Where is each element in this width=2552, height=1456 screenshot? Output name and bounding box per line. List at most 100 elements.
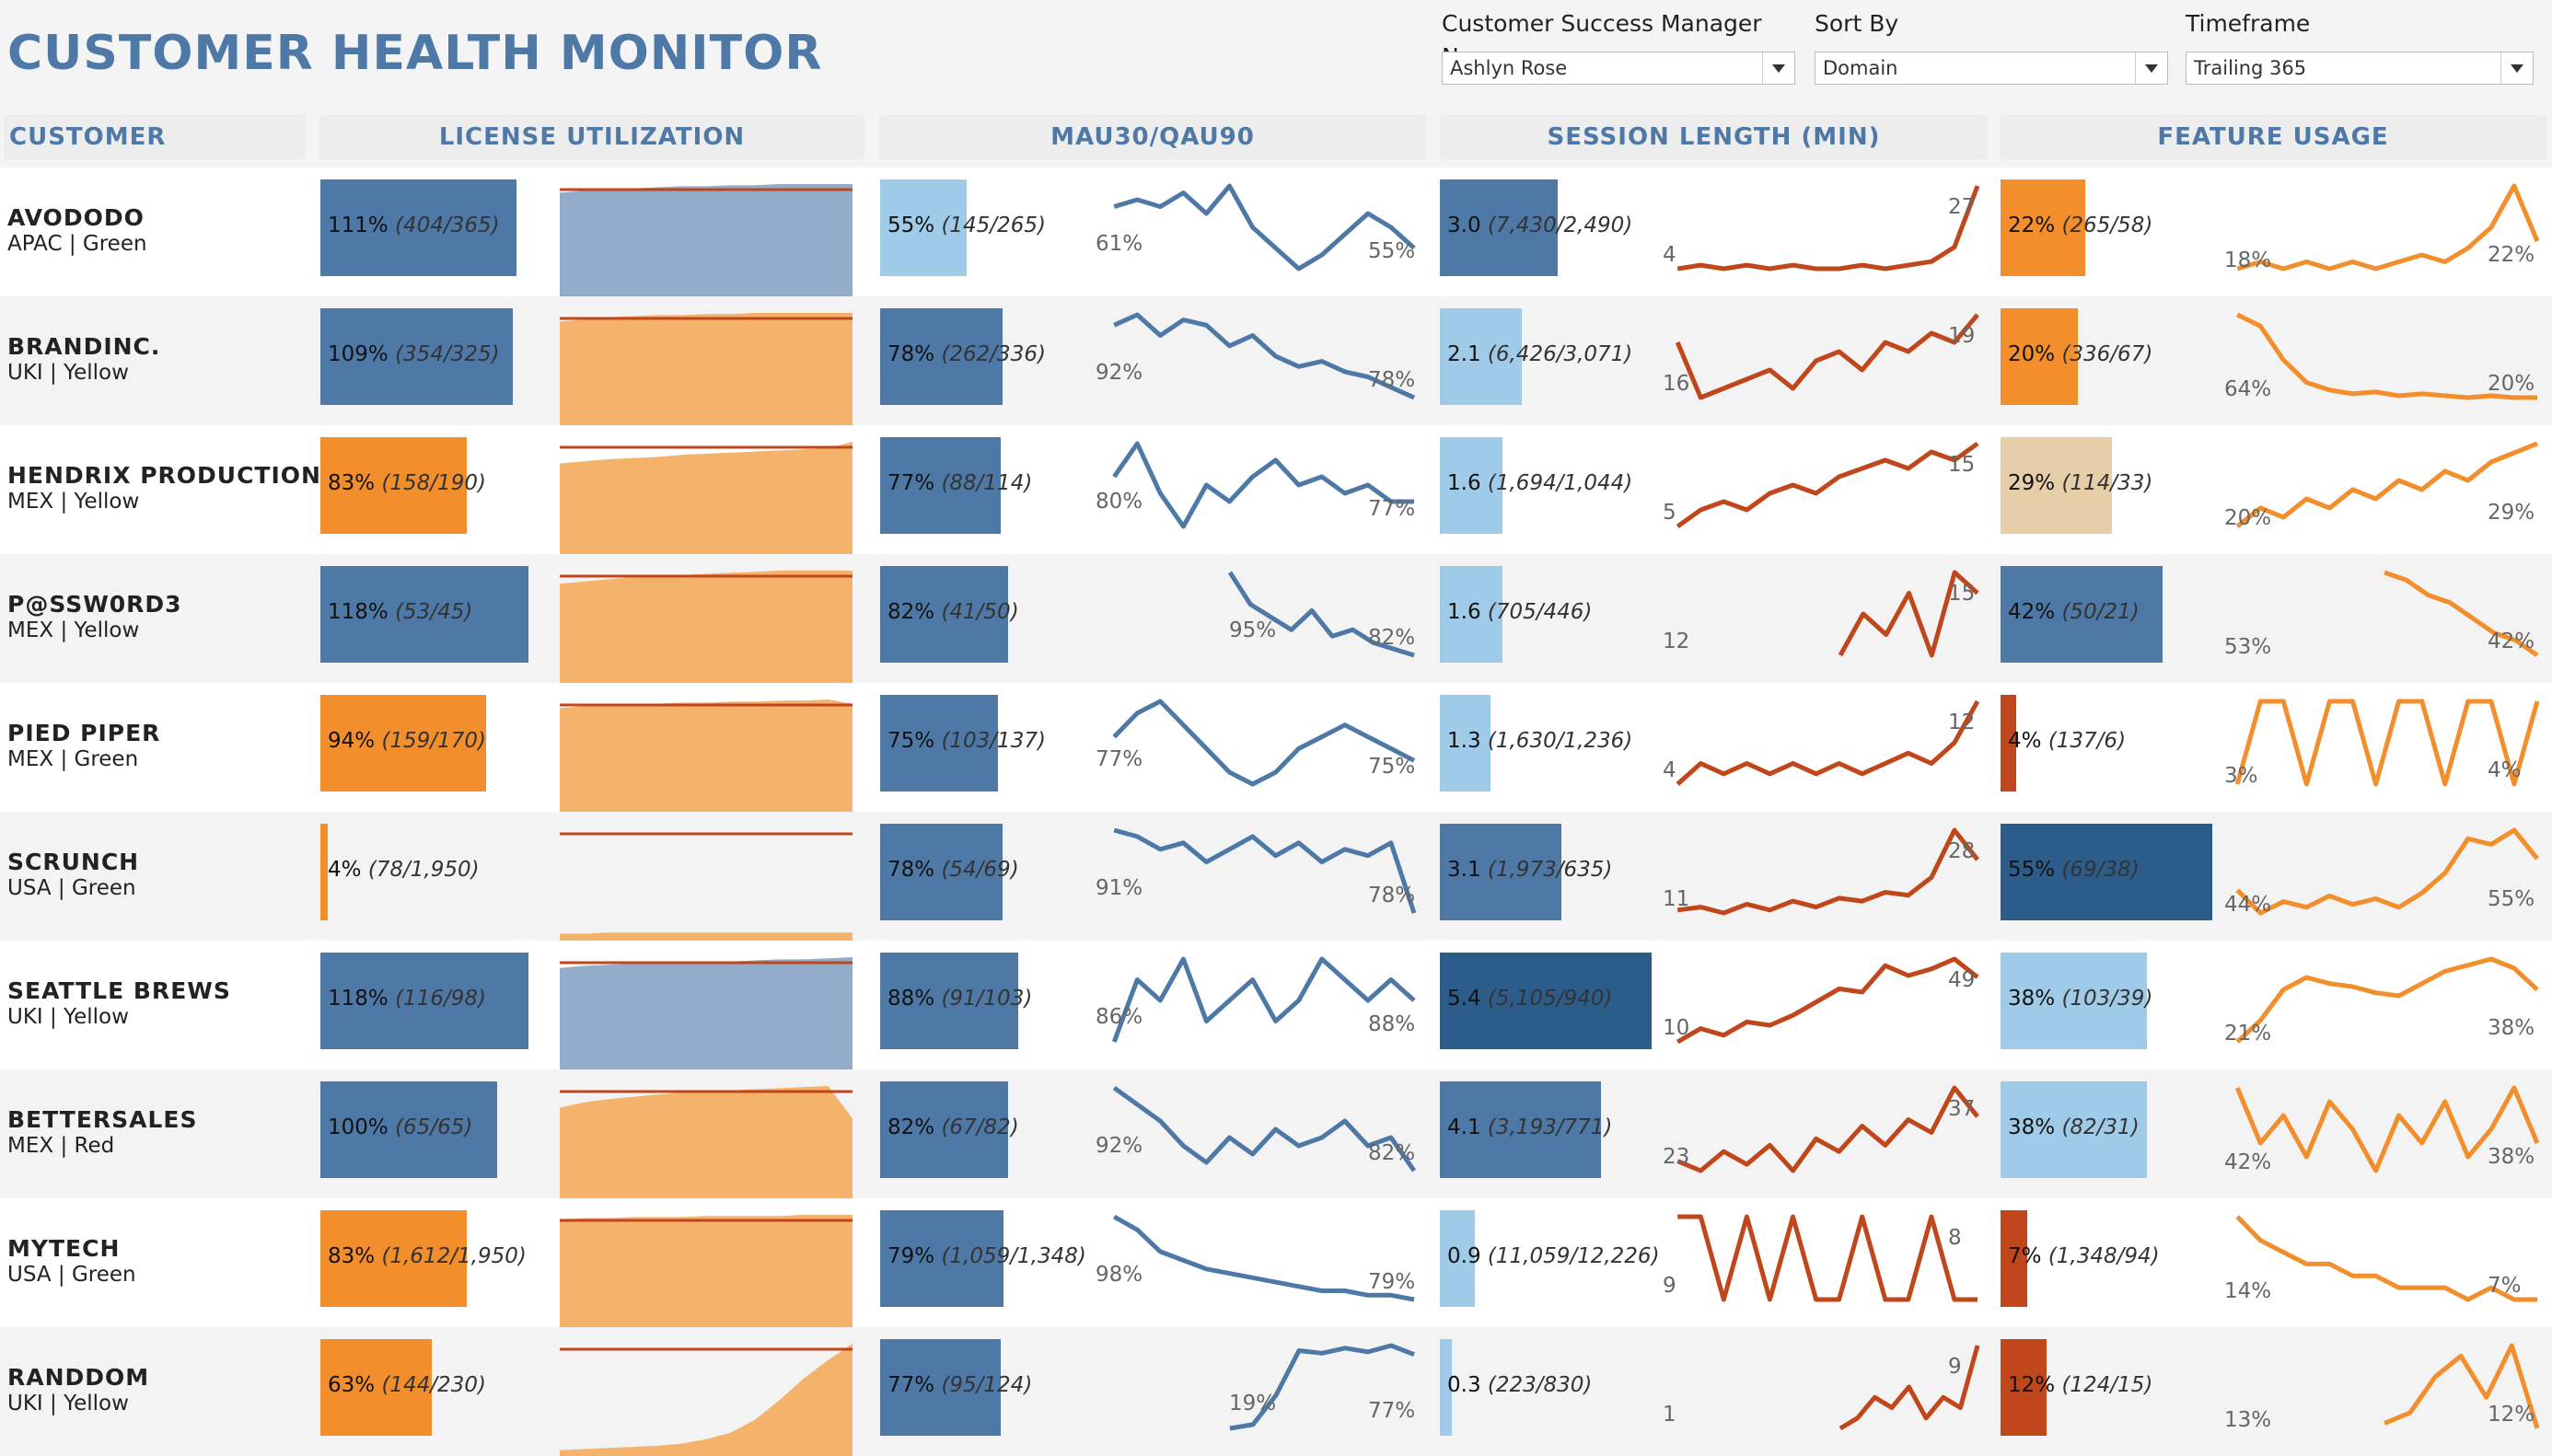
license-area-chart (560, 699, 853, 812)
mau-start-label: 95% (1229, 618, 1277, 642)
table-row: SEATTLE BREWS UKI | Yellow 118% (116/98) 88… (0, 941, 2552, 1069)
customer-region-health: UKI | Yellow (7, 1392, 129, 1416)
license-area (560, 699, 853, 812)
feature-bar-detail: (1,348/94) (2047, 1244, 2160, 1268)
session-end-label: 49 (1948, 968, 1976, 992)
license-bar-label: 109% (354/325) (328, 342, 500, 366)
chevron-down-icon[interactable] (1762, 52, 1794, 84)
feature-bar-detail: (114/33) (2061, 471, 2153, 495)
mau-bar-value: 75% (887, 729, 942, 753)
mau-bar-label: 88% (91/103) (887, 987, 1032, 1011)
feature-sparkline-line (2234, 1085, 2540, 1173)
license-bar-value: 83% (328, 1244, 382, 1268)
license-bar-detail: (158/190) (381, 471, 486, 495)
feature-bar (2001, 566, 2163, 663)
mau-bar-label: 77% (88/114) (887, 471, 1032, 495)
mau-sparkline (1113, 827, 1417, 914)
mau-sparkline (1113, 183, 1416, 272)
timeframe-filter: Timeframe Trailing 365 (2186, 7, 2534, 85)
feature-bar-value: 22% (2008, 214, 2062, 237)
mau-bar-value: 82% (887, 1115, 942, 1139)
license-bar (320, 1339, 432, 1436)
license-bar-label: 63% (144/230) (328, 1373, 486, 1397)
license-bar-value: 118% (328, 987, 396, 1011)
feature-bar-value: 12% (2008, 1373, 2062, 1397)
license-bar-value: 111% (328, 214, 396, 237)
sort-filter: Sort By Domain (1815, 7, 2168, 85)
license-bar (320, 1210, 468, 1307)
license-bar-detail: (53/45) (395, 600, 473, 624)
feature-start-label: 64% (2224, 377, 2272, 401)
chevron-down-icon[interactable] (2500, 52, 2533, 84)
session-start-label: 11 (1663, 887, 1690, 911)
customer-region-health: MEX | Red (7, 1134, 115, 1158)
license-bar-value: 118% (328, 600, 396, 624)
session-sparkline (1676, 827, 1979, 916)
session-sparkline-line (1676, 956, 1979, 1045)
session-bar (1440, 953, 1652, 1049)
customer-name: BETTERSALES (7, 1106, 198, 1133)
feature-end-label: 12% (2488, 1403, 2535, 1427)
session-bar (1440, 308, 1523, 405)
session-bar (1440, 437, 1503, 534)
session-end-label: 12 (1948, 711, 1976, 734)
chevron-down-icon[interactable] (2135, 52, 2167, 84)
mau-bar-value: 88% (887, 987, 942, 1011)
session-sparkline-line (1677, 1214, 1978, 1302)
session-bar-label: 2.1 (6,426/3,071) (1447, 342, 1632, 366)
session-sparkline (1676, 441, 1979, 529)
session-sparkline (1676, 1085, 1979, 1173)
mau-start-label: 92% (1096, 1134, 1143, 1158)
page-title: CUSTOMER HEALTH MONITOR (7, 26, 823, 81)
sort-dropdown[interactable]: Domain (1815, 52, 2168, 85)
license-area-chart (560, 571, 853, 683)
mau-end-label: 55% (1368, 239, 1416, 263)
feature-start-label: 3% (2224, 764, 2258, 788)
mau-sparkline-line (1113, 312, 1416, 400)
sort-dropdown-value: Domain (1823, 57, 1898, 79)
session-sparkline-line (1839, 1345, 1980, 1431)
feature-bar-value: 55% (2008, 858, 2062, 882)
license-bar-detail: (78/1,950) (367, 858, 480, 882)
csm-dropdown[interactable]: Ashlyn Rose (1442, 52, 1795, 85)
feature-end-label: 29% (2488, 501, 2535, 525)
session-bar-detail: (1,694/1,044) (1487, 471, 1633, 495)
session-bar-label: 1.6 (1,694/1,044) (1447, 471, 1632, 495)
mau-bar-value: 79% (887, 1244, 942, 1268)
mau-bar (880, 1081, 1009, 1178)
session-bar-label: 1.3 (1,630/1,236) (1447, 729, 1632, 753)
mau-end-label: 77% (1368, 497, 1416, 521)
mau-sparkline (1111, 956, 1416, 1043)
license-area (560, 571, 853, 683)
session-bar-detail: (6,426/3,071) (1487, 342, 1633, 366)
feature-sparkline-line (2384, 1343, 2540, 1429)
feature-sparkline-line (2384, 570, 2539, 658)
session-sparkline-line (1676, 185, 1980, 272)
feature-end-label: 38% (2488, 1145, 2535, 1169)
session-start-label: 9 (1663, 1274, 1676, 1298)
mau-sparkline (1112, 1085, 1417, 1173)
timeframe-dropdown[interactable]: Trailing 365 (2186, 52, 2534, 85)
session-bar-value: 5.4 (1447, 987, 1488, 1011)
license-area (560, 1215, 853, 1327)
feature-bar (2001, 824, 2212, 920)
session-start-label: 4 (1663, 243, 1676, 267)
feature-bar-detail: (137/6) (2047, 729, 2127, 753)
session-sparkline (1838, 570, 1979, 658)
session-bar-detail: (1,973/635) (1487, 858, 1613, 882)
license-bar (320, 437, 468, 534)
mau-bar (880, 695, 998, 792)
session-bar-label: 0.3 (223/830) (1447, 1373, 1592, 1397)
customer-name: BRANDINC. (7, 333, 161, 360)
feature-sparkline (2235, 441, 2538, 528)
feature-sparkline (2235, 827, 2539, 916)
mau-sparkline-line (1112, 441, 1414, 529)
license-area-chart (560, 442, 853, 554)
license-bar-label: 118% (116/98) (328, 987, 486, 1011)
license-bar (320, 695, 487, 792)
license-bar-detail: (1,612/1,950) (381, 1244, 527, 1268)
license-area-chart (560, 313, 853, 425)
customer-region-health: MEX | Green (7, 747, 139, 771)
mau-end-label: 82% (1368, 1141, 1416, 1165)
timeframe-dropdown-value: Trailing 365 (2194, 57, 2307, 79)
